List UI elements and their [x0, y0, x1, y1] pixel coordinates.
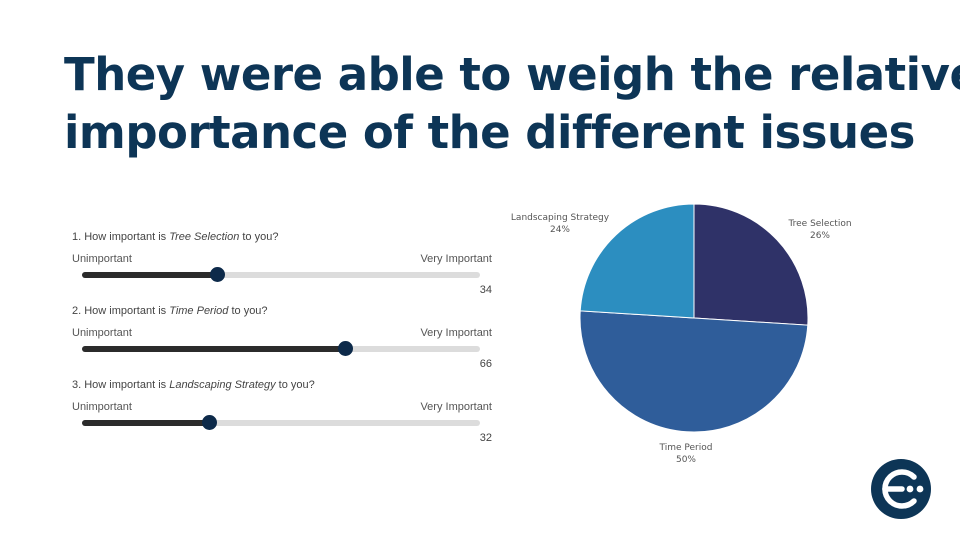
importance-slider[interactable] — [82, 341, 480, 356]
question-text: 3. How important is Landscaping Strategy… — [72, 379, 315, 391]
slider-min-label: Unimportant — [72, 253, 132, 265]
slice-percent: 50% — [676, 455, 696, 465]
slider-fill — [82, 346, 345, 352]
question-topic: Landscaping Strategy — [169, 379, 276, 391]
slider-min-label: Unimportant — [72, 401, 132, 413]
company-logo-icon — [871, 459, 931, 519]
slider-value: 34 — [479, 284, 492, 296]
slider-max-label: Very Important — [420, 401, 492, 413]
pie-slice-landscaping-strategy — [579, 203, 695, 319]
question-3: 3. How important is Landscaping Strategy… — [72, 373, 492, 447]
slider-fill — [82, 272, 218, 278]
pie-chart: Tree Selection 26% Time Period 50% Landscapi… — [511, 203, 852, 465]
slider-value: 66 — [479, 358, 492, 370]
question-topic: Time Period — [169, 305, 229, 317]
importance-slider[interactable] — [82, 267, 480, 282]
slider-fill — [82, 420, 210, 426]
slider-max-label: Very Important — [420, 253, 492, 265]
page-title: They were able to weigh the relative imp… — [64, 46, 960, 162]
pie-slice-time-period — [579, 310, 809, 433]
slice-percent: 26% — [810, 231, 830, 241]
slider-thumb[interactable] — [202, 415, 218, 430]
pie-slice-tree-selection — [693, 203, 809, 326]
slice-label: Tree Selection — [787, 219, 851, 229]
slice-percent: 24% — [550, 225, 570, 235]
importance-slider[interactable] — [82, 415, 480, 430]
slider-thumb[interactable] — [210, 267, 226, 282]
slider-thumb[interactable] — [337, 341, 353, 356]
question-2: 2. How important is Time Period to you? … — [72, 299, 492, 373]
slider-value: 32 — [479, 432, 492, 444]
title-line-2: importance of the different issues — [64, 106, 915, 159]
question-topic: Tree Selection — [169, 231, 240, 243]
slider-max-label: Very Important — [420, 327, 492, 339]
slider-min-label: Unimportant — [72, 327, 132, 339]
slice-label: Landscaping Strategy — [511, 213, 610, 223]
title-line-1: They were able to weigh the relative — [64, 48, 960, 101]
question-1: 1. How important is Tree Selection to yo… — [72, 225, 492, 299]
question-text: 1. How important is Tree Selection to yo… — [72, 231, 279, 243]
slice-label: Time Period — [659, 443, 713, 453]
question-text: 2. How important is Time Period to you? — [72, 305, 268, 317]
survey-panel: 1. How important is Tree Selection to yo… — [72, 225, 492, 447]
